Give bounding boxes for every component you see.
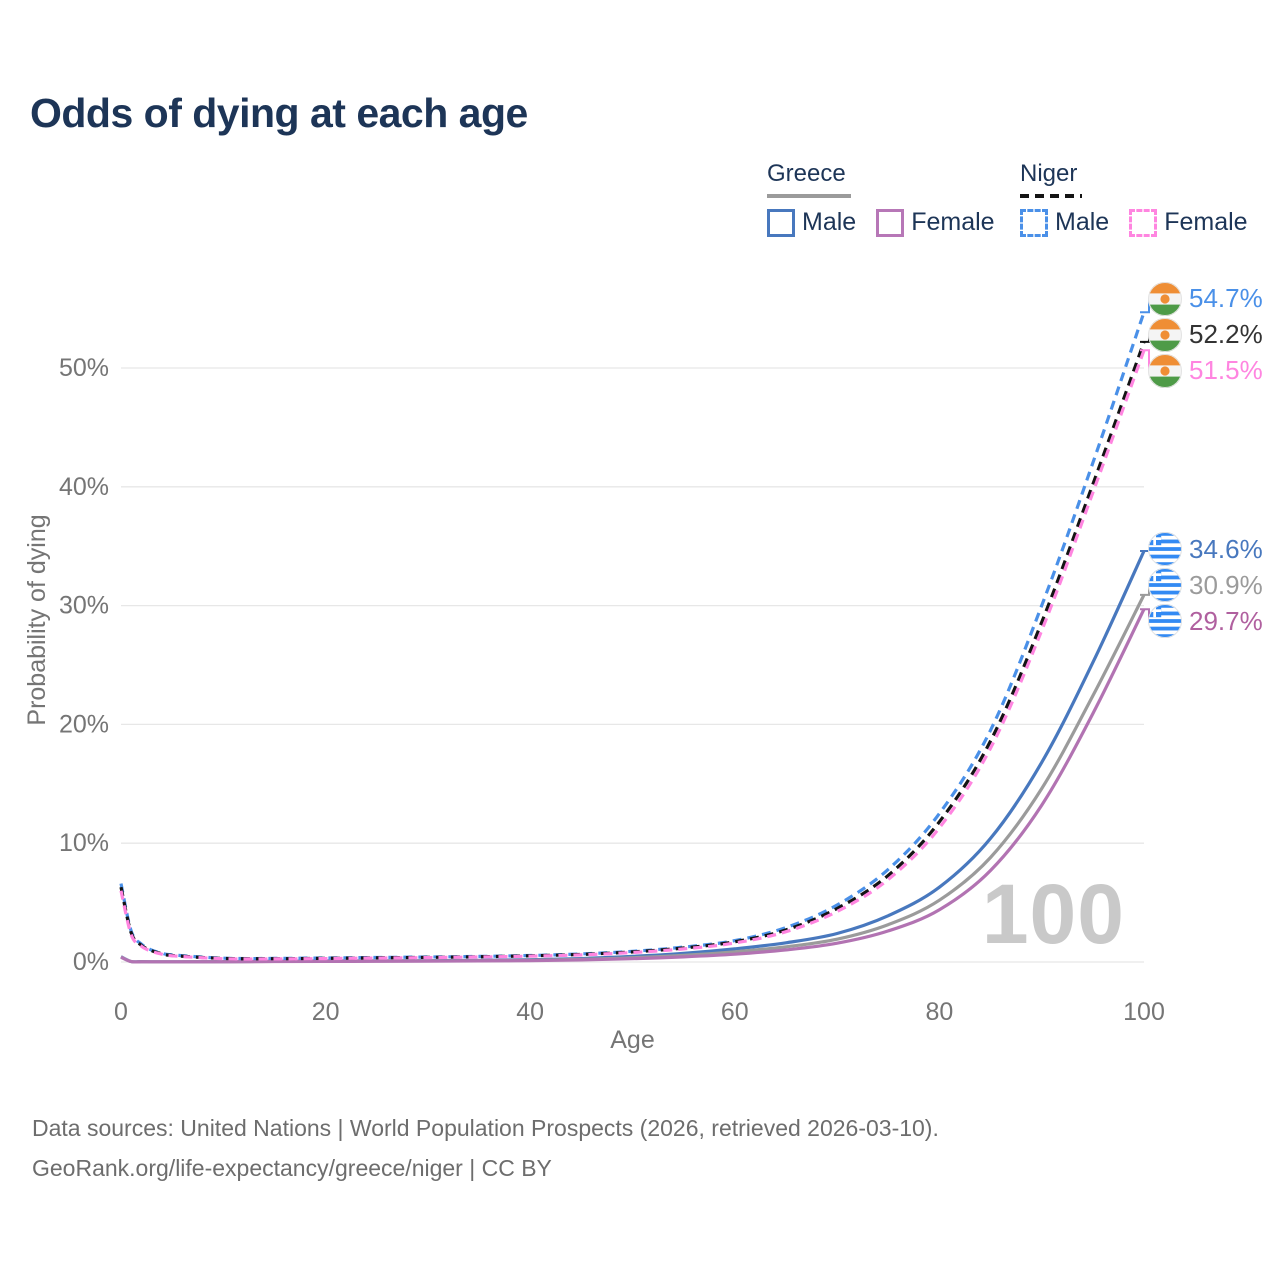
legend-label: Male — [1055, 208, 1110, 236]
legend-label: Female — [1164, 208, 1248, 236]
legend-item-greece-male[interactable]: Male — [767, 208, 856, 237]
line-end-value: 51.5% — [1189, 355, 1263, 386]
y-tick-label: 30% — [59, 592, 109, 620]
y-tick-label: 10% — [59, 829, 109, 857]
line-end-value: 30.9% — [1189, 569, 1263, 600]
niger-flag-icon — [1148, 353, 1182, 388]
line-end-value: 52.2% — [1189, 319, 1263, 350]
greece-line-style-sample — [767, 194, 851, 198]
line-end-label-greece-female: 29.7% — [1148, 604, 1263, 638]
greece-flag-icon — [1148, 532, 1182, 566]
y-tick-label: 50% — [59, 354, 109, 382]
greece-flag-icon — [1148, 604, 1182, 638]
x-tick-label: 40 — [516, 998, 544, 1026]
line-end-label-greece-both: 30.9% — [1148, 568, 1263, 602]
legend-country-niger[interactable]: Niger — [1020, 160, 1078, 187]
line-end-value: 29.7% — [1189, 605, 1263, 636]
niger-flag-icon — [1148, 317, 1182, 352]
line-end-label-niger-female: 51.5% — [1148, 353, 1263, 388]
y-tick-label: 40% — [59, 473, 109, 501]
line-end-label-niger-both: 52.2% — [1148, 317, 1263, 352]
greece-flag-icon — [1148, 568, 1182, 602]
niger-male-swatch — [1020, 208, 1048, 237]
legend-item-niger-male[interactable]: Male — [1020, 208, 1109, 237]
x-tick-label: 20 — [312, 998, 340, 1026]
line-end-value: 34.6% — [1189, 533, 1263, 564]
y-tick-label: 20% — [59, 710, 109, 738]
y-axis-title: Probability of dying — [23, 514, 51, 725]
legend-label: Male — [802, 208, 857, 236]
legend-item-niger-female[interactable]: Female — [1129, 208, 1248, 237]
y-tick-label: 0% — [73, 948, 109, 976]
x-tick-label: 100 — [1123, 998, 1165, 1026]
x-tick-label: 0 — [114, 998, 128, 1026]
attribution-line: GeoRank.org/life-expectancy/greece/niger… — [32, 1155, 552, 1181]
greece-male-swatch — [767, 208, 795, 237]
data-sources-line: Data sources: United Nations | World Pop… — [32, 1115, 939, 1141]
legend-group-greece: Greece Male Female — [767, 160, 995, 237]
line-end-label-greece-male: 34.6% — [1148, 532, 1263, 566]
legend-group-niger: Niger Male Female — [1020, 160, 1248, 237]
legend-country-greece[interactable]: Greece — [767, 160, 846, 187]
series-line-niger-male[interactable] — [119, 311, 1146, 961]
x-axis-title: Age — [610, 1026, 654, 1054]
niger-line-style-sample — [1020, 194, 1082, 198]
source-footer: Data sources: United Nations | World Pop… — [32, 1108, 939, 1188]
x-tick-label: 60 — [721, 998, 749, 1026]
age-counter-watermark: 100 — [981, 867, 1125, 961]
greece-female-swatch — [876, 208, 905, 237]
niger-flag-icon — [1148, 281, 1182, 316]
series-line-greece-female[interactable] — [120, 608, 1146, 964]
line-end-label-niger-male: 54.7% — [1148, 281, 1263, 316]
series-line-niger-female[interactable] — [119, 349, 1146, 961]
line-end-value: 54.7% — [1189, 283, 1263, 314]
chart-title: Odds of dying at each age — [30, 90, 528, 136]
legend-label: Female — [911, 208, 995, 236]
legend-item-greece-female[interactable]: Female — [876, 208, 995, 237]
niger-female-swatch — [1129, 208, 1158, 237]
x-tick-label: 80 — [925, 998, 953, 1026]
